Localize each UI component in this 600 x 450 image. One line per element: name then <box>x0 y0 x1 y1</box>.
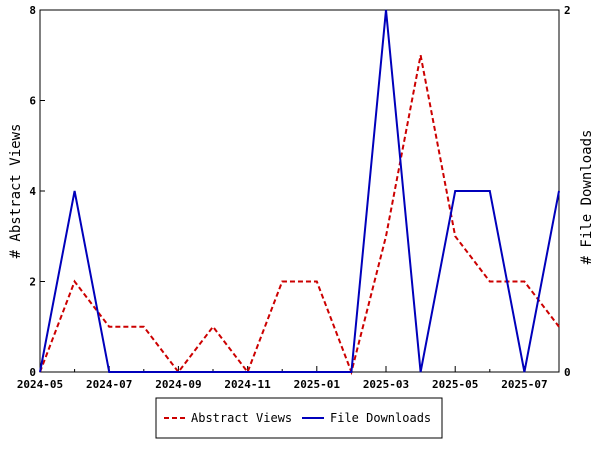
legend-label-abstract-views: Abstract Views <box>191 411 292 425</box>
legend: Abstract Views File Downloads <box>155 397 443 439</box>
y-left-tick-label: 4 <box>29 185 36 198</box>
x-tick-label: 2024-07 <box>86 378 132 391</box>
y-left-axis-title: # Abstract Views <box>8 124 24 259</box>
y-left-tick-label: 0 <box>29 366 36 379</box>
x-tick-label: 2025-05 <box>432 378 478 391</box>
x-tick-label: 2025-03 <box>363 378 409 391</box>
y-left-tick-label: 6 <box>29 95 36 108</box>
y-right-tick-label: 2 <box>564 4 571 17</box>
y-right-tick-label: 0 <box>564 366 571 379</box>
x-tick-label: 2025-01 <box>294 378 341 391</box>
x-tick-label: 2025-07 <box>501 378 547 391</box>
y-left-tick-label: 8 <box>29 4 36 17</box>
y-left-tick-label: 2 <box>29 276 36 289</box>
x-tick-label: 2024-11 <box>224 378 271 391</box>
series-line-abstract-views <box>39 55 560 376</box>
x-tick-label: 2024-05 <box>17 378 63 391</box>
legend-label-file-downloads: File Downloads <box>330 411 431 425</box>
series <box>39 9 560 376</box>
series-line-file-downloads <box>39 9 560 373</box>
legend-box <box>155 397 443 439</box>
y-right-axis-title: # File Downloads <box>579 130 595 265</box>
x-tick-label: 2024-09 <box>155 378 201 391</box>
ticks: 0 2 4 6 8 0 2 2024-05 2024-07 2024-09 2024-11 2025-… <box>17 4 571 391</box>
